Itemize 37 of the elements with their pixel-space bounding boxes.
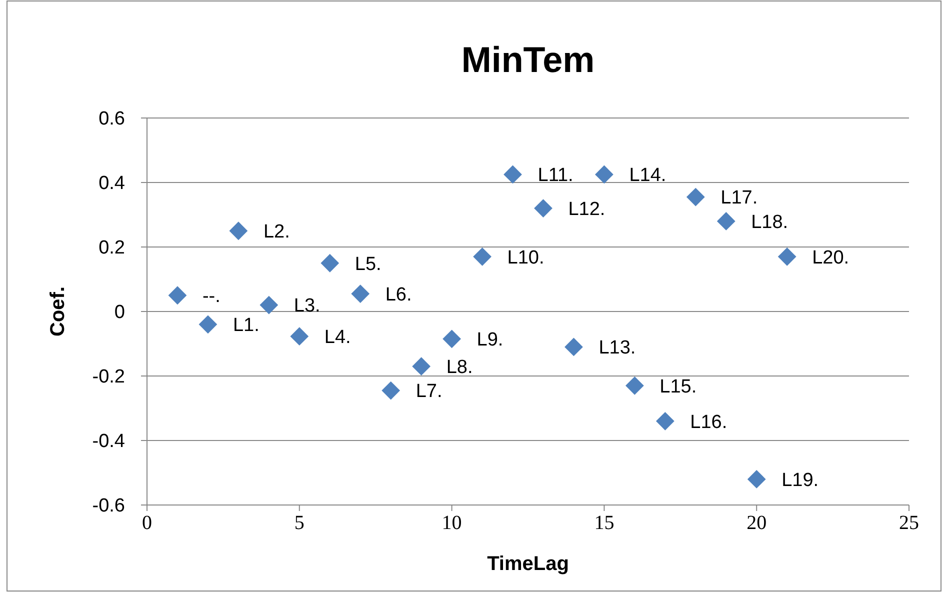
annotation: --. [202, 286, 220, 308]
y-tick-label: 0.2 [98, 238, 125, 259]
x-axis-title: TimeLag [487, 553, 569, 575]
x-tick-label: 20 [746, 512, 767, 534]
y-tick-label: -0.2 [92, 366, 125, 388]
annotation: L10. [507, 247, 544, 268]
chart-title: MinTem [461, 39, 595, 80]
annotation: L16. [690, 412, 728, 433]
y-tick-label: -0.4 [92, 431, 126, 452]
annotation: L11. [538, 165, 574, 186]
x-tick-label: 10 [442, 512, 462, 534]
x-tick-label: 0 [142, 512, 152, 534]
annotation: L17. [720, 188, 758, 209]
x-tick-label: 5 [294, 512, 304, 534]
annotation: L13. [598, 338, 636, 359]
y-tick-label: 0 [114, 302, 125, 324]
annotation: L4. [324, 326, 351, 348]
y-tick-label: -0.6 [92, 496, 125, 517]
y-tick-label: 0.6 [98, 108, 125, 130]
x-tick-label: 25 [899, 512, 919, 534]
annotation: L1. [232, 315, 260, 336]
annotation: L5. [354, 254, 382, 275]
annotation: L12. [568, 198, 606, 220]
annotation: L14. [629, 165, 666, 186]
annotation: L8. [446, 356, 473, 378]
annotation: L19. [782, 470, 819, 491]
annotation: L2. [263, 222, 290, 243]
annotation: L9. [476, 330, 504, 351]
annotation: L7. [416, 381, 442, 402]
y-tick-label: 0.4 [98, 173, 126, 194]
annotation: L3. [294, 296, 320, 317]
annotation: L20. [812, 247, 850, 268]
annotation: L15. [660, 376, 697, 398]
annotation: L18. [751, 212, 788, 233]
y-axis-title: Coef. [47, 286, 69, 336]
x-tick-label: 15 [594, 512, 614, 534]
annotation: L6. [385, 284, 412, 306]
